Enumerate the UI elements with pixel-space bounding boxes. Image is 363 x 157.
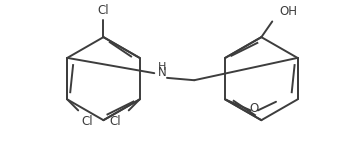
Text: H: H	[158, 62, 166, 72]
Text: Cl: Cl	[82, 115, 93, 128]
Text: O: O	[250, 102, 259, 115]
Text: Cl: Cl	[98, 4, 109, 17]
Text: OH: OH	[280, 5, 298, 18]
Text: Cl: Cl	[110, 115, 122, 128]
Text: N: N	[158, 66, 167, 79]
